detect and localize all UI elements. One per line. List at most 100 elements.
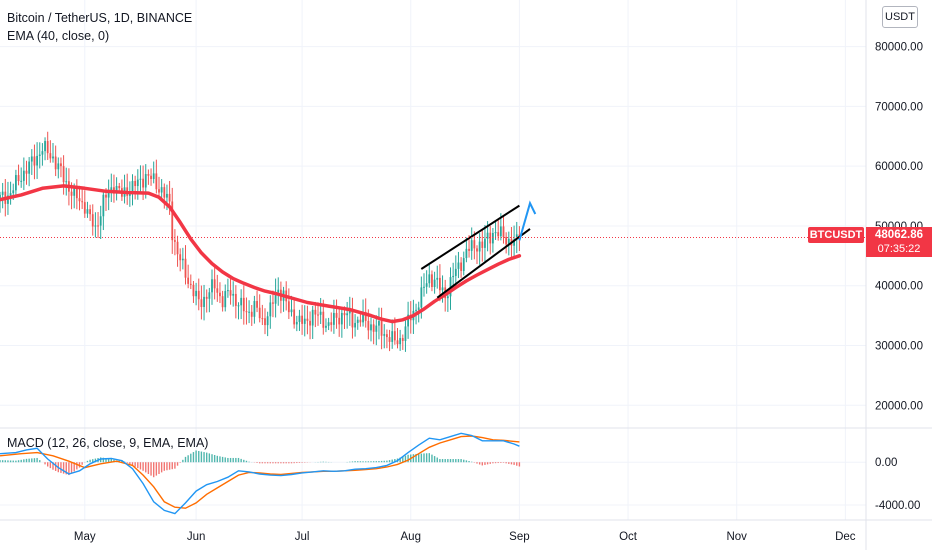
candle-body [134,180,137,187]
candle-body [28,161,31,174]
candle-body [232,293,235,296]
candle-body [425,283,428,287]
time-tick-label: May [74,531,96,543]
candle-body [301,315,303,324]
candle-body [407,314,409,327]
candle-body [340,312,343,325]
candle-body [65,181,68,183]
candle-body [46,141,49,154]
candle-body [25,170,28,174]
candle-body [290,309,293,313]
candle-body [131,180,134,193]
candle-body [211,279,213,293]
candle-body [160,187,163,193]
candle-body [245,311,248,313]
candle-body [439,277,441,291]
candle-body [118,185,121,189]
candle-body [478,241,481,252]
price-axis[interactable]: 80000.0070000.0060000.0050000.0040000.00… [875,42,923,413]
candle-body [396,340,399,345]
macd-axis[interactable]: 0.00 -4000.00 [875,457,920,512]
candle-body [311,309,314,326]
candle-body [41,151,44,155]
last-price-value: 48062.86 [875,229,923,241]
candle-body [136,179,139,187]
candle-body [44,141,46,152]
candle-body [274,292,277,304]
channel-upper-line [420,204,520,270]
candle-body [330,322,333,325]
currency-button[interactable]: USDT [882,6,918,28]
ema-legend[interactable]: EMA (40, close, 0) [7,29,110,43]
channel-lower-line [436,228,531,299]
candle-body [73,187,76,196]
candle-body [219,292,221,297]
candle-body [460,262,462,271]
macd-legend[interactable]: MACD (12, 26, close, 9, EMA, EMA) [7,436,209,450]
time-axis[interactable]: May Jun Jul Aug Sep Oct Nov Dec [74,531,856,543]
candle-body [441,287,444,291]
candle-body [9,193,12,196]
macd-tick-label: -4000.00 [875,500,920,512]
candle-body [497,232,500,237]
time-tick-label: Jun [187,531,206,543]
candle-body [258,307,261,319]
candle-body [457,262,460,269]
candle-body [489,232,492,244]
price-tick-label: 30000.00 [875,341,923,353]
candle-body [505,236,508,245]
candle-body [515,234,518,240]
candle-body [237,305,240,307]
candle-body [499,226,502,237]
candle-body [171,201,174,241]
candle-body [216,288,219,293]
macd-line [0,432,520,515]
candle-body [481,241,484,248]
candle-body [208,292,211,299]
candle-body [20,180,23,182]
candle-body [200,299,203,307]
symbol-title[interactable]: Bitcoin / TetherUS, 1D, BINANCE [7,11,193,25]
chart-grid [0,0,866,520]
candle-body [486,232,489,239]
candle-body [431,274,433,288]
candle-body [428,274,431,284]
candle-body [388,337,391,342]
candle-body [107,190,110,198]
candle-body [94,225,97,227]
time-tick-label: Jul [295,531,310,543]
candle-body [367,320,370,331]
candle-body [401,338,404,341]
candle-body [179,254,182,261]
candle-body [333,312,335,325]
candle-body [181,258,184,261]
candle-body [86,209,89,214]
candle-body [356,319,359,323]
candle-body [91,214,94,227]
price-tick-label: 70000.00 [875,101,923,113]
candle-body [83,202,86,214]
candle-body [234,293,237,306]
candle-body [272,302,274,304]
candle-body [343,312,346,316]
candle-body [264,318,266,326]
candle-body [152,173,155,180]
candle-body [17,175,20,182]
candle-body [227,290,229,292]
candle-body [319,311,322,315]
candle-body [166,193,168,198]
time-tick-label: Nov [726,531,747,543]
candle-body [393,331,396,341]
candle-body [306,318,309,321]
candle-body [163,187,166,198]
candle-body [197,290,200,300]
candle-body [54,156,57,170]
candle-body [298,315,301,322]
candle-body [325,325,327,328]
candle-body [436,277,439,280]
candle-body [75,187,78,199]
candle-body [266,316,269,326]
candle-body [0,194,1,200]
